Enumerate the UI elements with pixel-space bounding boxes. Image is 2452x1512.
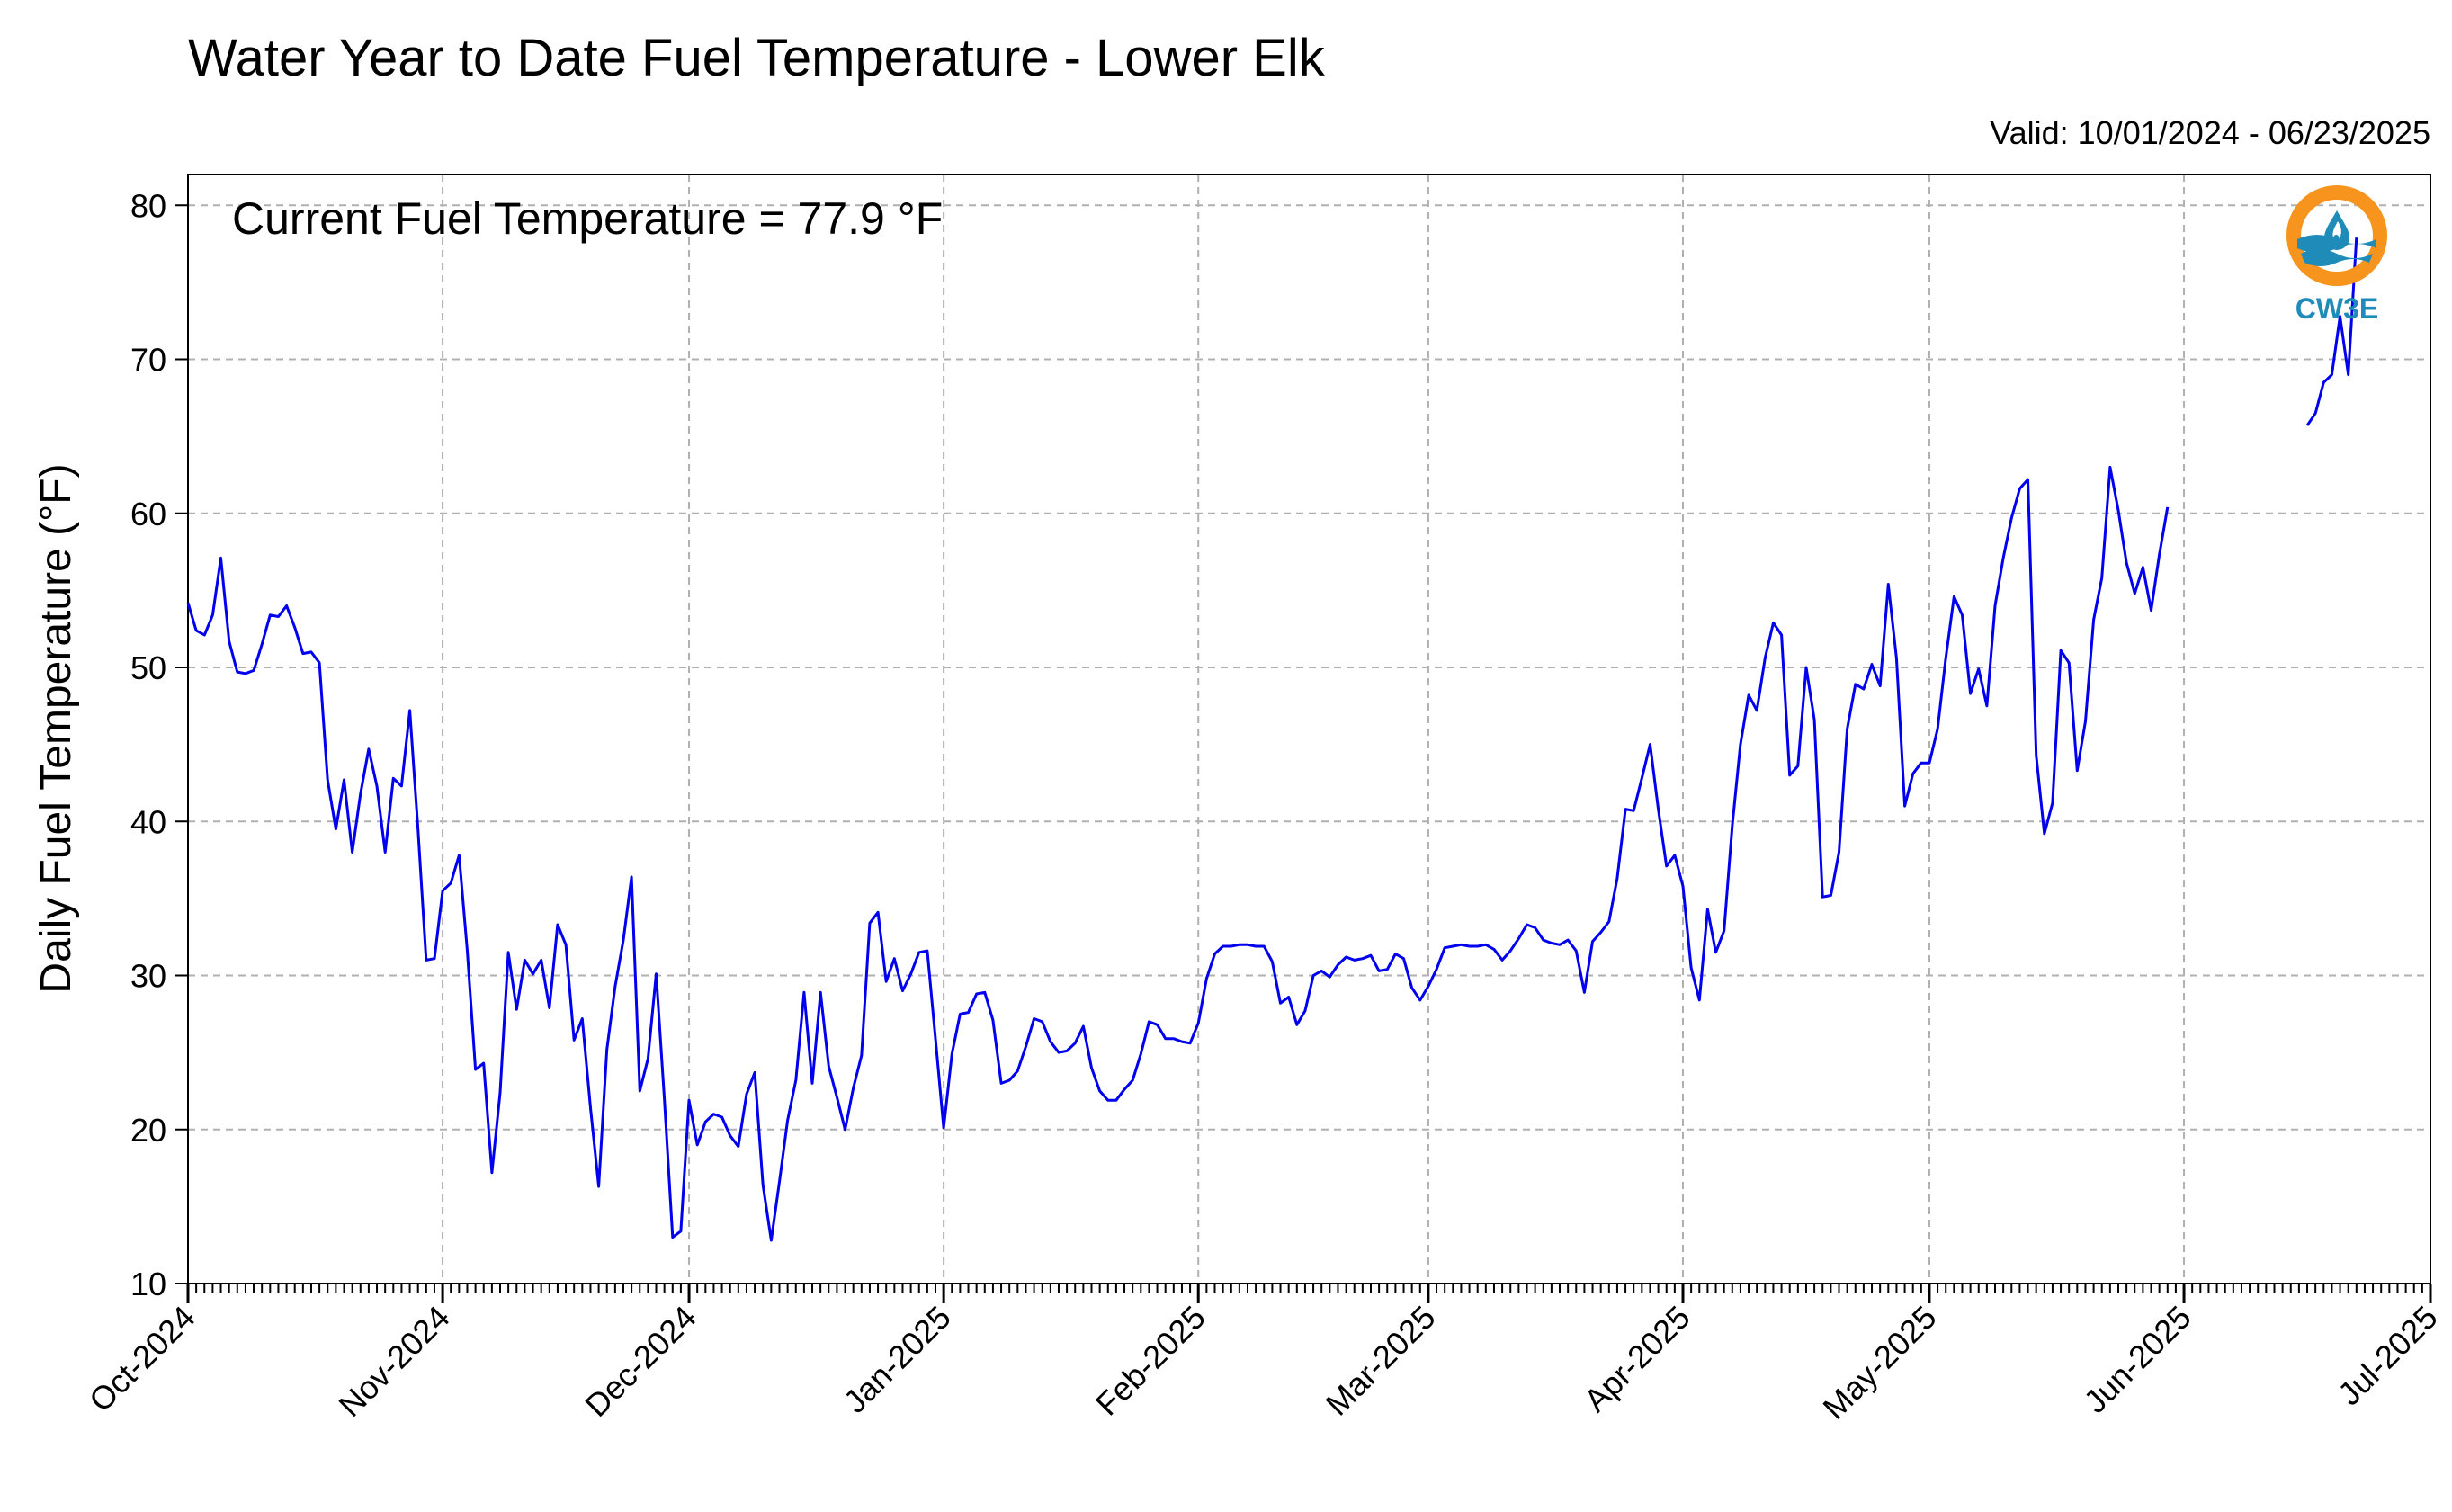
chart-subtitle: Valid: 10/01/2024 - 06/23/2025 xyxy=(1990,114,2430,151)
y-tick-label: 30 xyxy=(130,958,166,995)
logo-wave-2 xyxy=(2301,249,2373,266)
logo-flame-icon xyxy=(2332,221,2341,239)
y-axis-ticks: 10 20 30 40 50 60 70 80 xyxy=(130,187,188,1302)
y-tick-label: 60 xyxy=(130,496,166,532)
x-tick-label: Jul-2025 xyxy=(2331,1299,2445,1413)
x-axis-ticks: Oct-2024 Nov-2024 Dec-2024 Jan-2025 Feb-2025… xyxy=(82,1284,2445,1427)
x-tick-label: Jun-2025 xyxy=(2077,1299,2198,1420)
x-minor-ticks xyxy=(187,1284,2431,1293)
y-axis-label: Daily Fuel Temperature (°F) xyxy=(32,463,80,993)
chart-title: Water Year to Date Fuel Temperature - Lo… xyxy=(188,29,1326,87)
y-tick-label: 10 xyxy=(130,1266,166,1302)
logo-ring xyxy=(2286,185,2387,286)
series-line-segment xyxy=(2305,237,2358,426)
grid-lines xyxy=(188,174,2430,1284)
y-tick-label: 70 xyxy=(130,342,166,379)
x-tick-label: Mar-2025 xyxy=(1319,1299,1443,1423)
series-line-segment xyxy=(186,465,2170,1242)
x-tick-label: Oct-2024 xyxy=(82,1299,202,1419)
x-tick-label: May-2025 xyxy=(1815,1299,1943,1427)
x-tick-label: Feb-2025 xyxy=(1088,1299,1213,1423)
x-tick-label: Jan-2025 xyxy=(837,1299,958,1420)
x-tick-label: Dec-2024 xyxy=(577,1299,702,1424)
logo-text: CW3E xyxy=(2295,292,2378,325)
cw3e-logo: CW3E xyxy=(2286,185,2387,325)
current-value-annotation: Current Fuel Temperature = 77.9 °F xyxy=(232,193,943,244)
series-fuel-temperature xyxy=(186,237,2358,1242)
x-tick-label: Nov-2024 xyxy=(331,1299,456,1424)
x-tick-label: Apr-2025 xyxy=(1577,1299,1697,1419)
y-tick-label: 50 xyxy=(130,649,166,686)
y-tick-label: 20 xyxy=(130,1112,166,1149)
y-tick-label: 40 xyxy=(130,803,166,840)
y-tick-label: 80 xyxy=(130,187,166,224)
plot-frame xyxy=(187,174,2431,1284)
